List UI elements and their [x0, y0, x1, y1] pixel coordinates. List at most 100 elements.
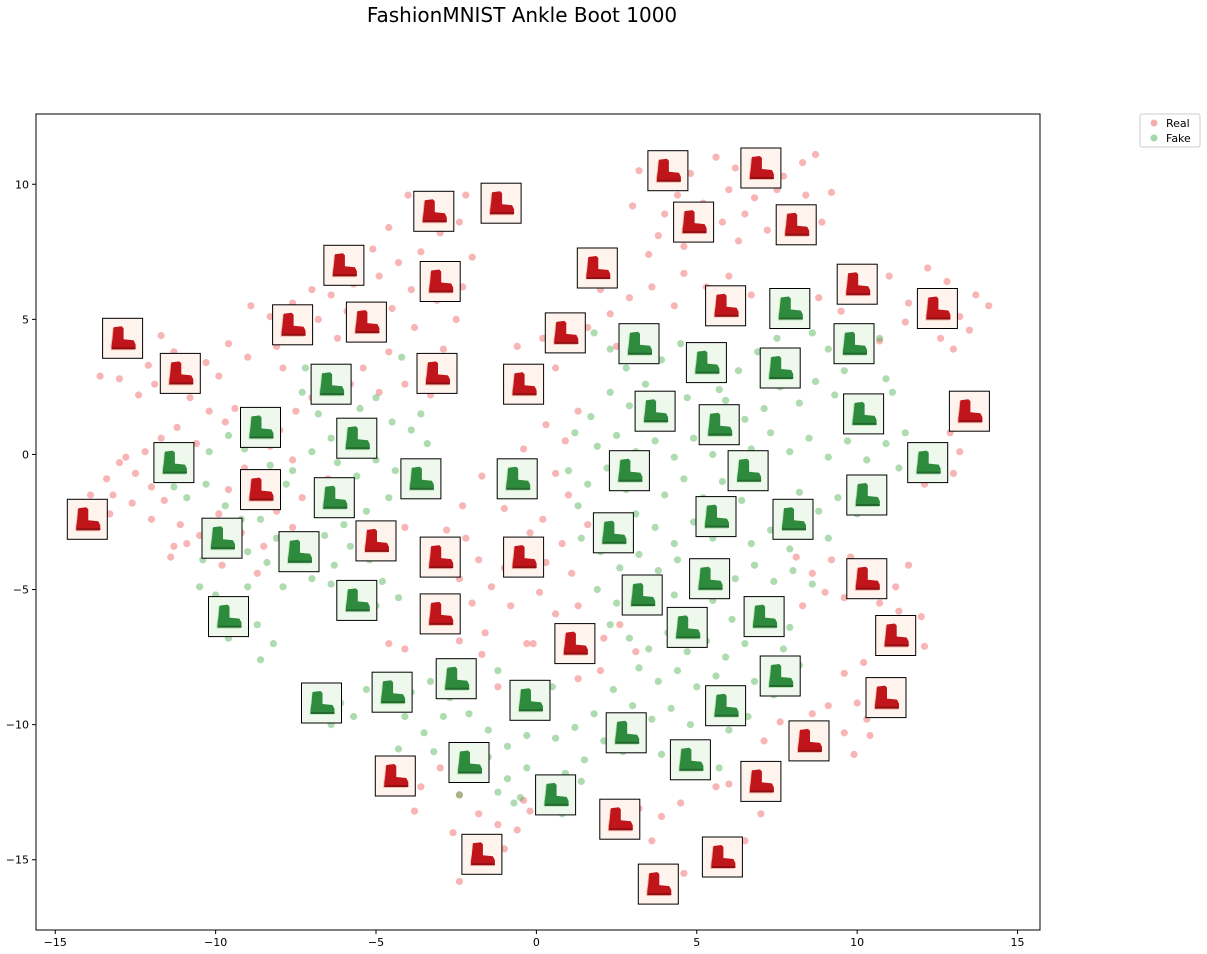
- legend-label-fake: Fake: [1166, 132, 1191, 145]
- scatter-point: [949, 469, 958, 477]
- scatter-point: [186, 394, 194, 402]
- boot-sole: [875, 706, 899, 709]
- boot-sole: [711, 866, 736, 868]
- scatter-point: [648, 837, 656, 845]
- boot-thumbnail-fake: [371, 671, 413, 713]
- boot-icon: [281, 312, 306, 336]
- boot-thumbnail-real: [740, 147, 782, 189]
- scatter-point: [728, 615, 736, 623]
- scatter-point: [273, 534, 281, 542]
- boot-sole: [429, 566, 454, 569]
- scatter-point: [170, 542, 178, 550]
- boot-sole: [705, 525, 729, 528]
- scatter-point: [459, 502, 467, 510]
- scatter-point: [895, 607, 903, 615]
- boot-sole: [512, 566, 537, 569]
- scatter-point: [552, 734, 560, 742]
- boot-thumbnail-real: [240, 469, 281, 511]
- boot-sole: [884, 644, 909, 647]
- boot-icon: [698, 566, 723, 590]
- boot-sole: [644, 420, 669, 423]
- boot-thumbnail-fake: [727, 450, 769, 492]
- scatter-point: [369, 245, 377, 253]
- scatter-point: [439, 345, 447, 353]
- scatter-point: [741, 837, 749, 845]
- scatter-point: [282, 480, 290, 488]
- scatter-point: [680, 242, 688, 250]
- boot-icon: [711, 845, 736, 868]
- scatter-point: [613, 431, 621, 440]
- scatter-point: [901, 318, 909, 326]
- scatter-point: [824, 345, 832, 353]
- scatter-point: [96, 372, 104, 380]
- boot-thumbnail-fake: [448, 742, 490, 783]
- scatter-point: [215, 372, 223, 380]
- boot-thumbnail-real: [740, 760, 782, 802]
- boot-thumbnail-real: [503, 536, 545, 578]
- scatter-point: [654, 677, 662, 686]
- scatter-point: [253, 569, 261, 577]
- scatter-point: [937, 334, 945, 342]
- scatter-point: [853, 699, 861, 707]
- scatter-point: [815, 294, 823, 302]
- boot-icon: [647, 872, 672, 896]
- scatter-point: [401, 380, 409, 388]
- scatter-point: [548, 683, 557, 691]
- scatter-point: [131, 469, 139, 477]
- boot-sole: [345, 447, 370, 450]
- scatter-point: [298, 388, 306, 396]
- scatter-point: [196, 531, 204, 540]
- scatter-point: [452, 315, 460, 323]
- scatter-point: [824, 534, 832, 542]
- scatter-point: [606, 310, 614, 318]
- y-tick-label: 5: [22, 313, 29, 326]
- scatter-point: [718, 477, 727, 486]
- boot-sole: [798, 749, 822, 752]
- scatter-point: [388, 418, 396, 426]
- boot-sole: [753, 625, 778, 628]
- boot-icon: [586, 256, 611, 279]
- scatter-point: [516, 794, 525, 802]
- scatter-point: [224, 431, 233, 440]
- boot-thumbnail-real: [102, 317, 144, 359]
- scatter-point: [394, 594, 403, 602]
- scatter-point: [340, 521, 348, 529]
- scatter-point: [799, 602, 807, 610]
- boot-icon: [76, 507, 101, 531]
- scatter-point: [269, 640, 277, 648]
- scatter-point: [221, 418, 229, 426]
- boot-icon: [618, 458, 643, 482]
- scatter-point: [455, 791, 463, 799]
- scatter-point: [648, 715, 656, 723]
- scatter-point: [613, 342, 621, 350]
- scatter-point: [731, 164, 739, 172]
- scatter-point: [587, 413, 595, 421]
- scatter-point: [831, 391, 839, 399]
- boot-icon: [782, 507, 806, 531]
- scatter-point: [738, 496, 746, 504]
- scatter-point: [205, 448, 213, 456]
- scatter-point: [590, 329, 598, 337]
- scatter-point: [767, 526, 775, 534]
- scatter-point: [901, 429, 909, 437]
- scatter-point: [378, 577, 386, 586]
- scatter-point: [426, 677, 435, 686]
- boot-icon: [737, 458, 762, 482]
- scatter-point: [750, 194, 759, 202]
- scatter-point: [536, 588, 544, 596]
- scatter-point: [590, 710, 598, 718]
- scatter-point: [266, 461, 274, 469]
- boot-thumbnail-real: [159, 352, 201, 394]
- boot-icon: [753, 604, 778, 628]
- scatter-point: [718, 218, 727, 226]
- scatter-point: [876, 599, 884, 607]
- scatter-point: [593, 442, 601, 450]
- boot-thumbnail-real: [419, 536, 461, 578]
- scatter-point: [632, 648, 640, 656]
- scatter-point: [455, 637, 463, 645]
- boot-sole: [490, 212, 515, 215]
- scatter-point: [385, 494, 393, 502]
- boot-sole: [618, 479, 643, 482]
- boot-icon: [631, 583, 656, 606]
- boot-thumbnail-real: [916, 288, 958, 329]
